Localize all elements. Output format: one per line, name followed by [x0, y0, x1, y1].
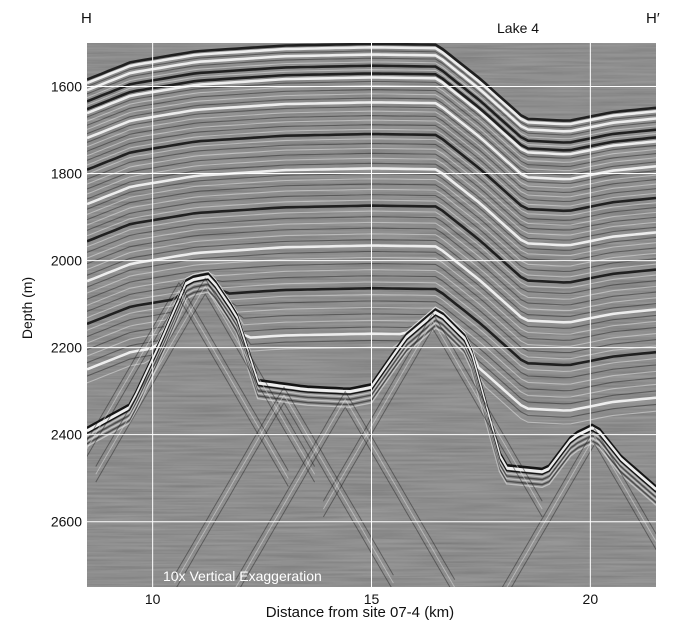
y-tick-label: 2200 — [51, 340, 82, 356]
y-tick-label: 2400 — [51, 427, 82, 443]
diffraction-hyperbola — [501, 427, 656, 587]
x-tick-label: 10 — [145, 591, 161, 607]
x-tick-label: 15 — [364, 591, 380, 607]
x-axis-label: Distance from site 07-4 (km) — [265, 604, 455, 621]
diffraction-hyperbola — [87, 289, 289, 479]
lake-annotation: Lake 4 — [497, 20, 540, 36]
diffraction-hyperbola — [240, 406, 451, 587]
diffraction-hyperbola — [95, 277, 316, 467]
y-tick-label: 2600 — [51, 514, 82, 530]
diffraction-hyperbola — [322, 312, 543, 502]
diffraction-hyperbola — [322, 327, 543, 518]
diffraction-hyperbola — [174, 386, 394, 576]
diffraction-hyperbola — [506, 435, 656, 587]
y-tick-label: 2000 — [51, 253, 82, 269]
diffraction-hyperbola — [95, 285, 316, 475]
y-tick-label: 1800 — [51, 166, 82, 182]
tick-labels: 10 15 20 1600 1800 2000 2200 2400 2600 — [51, 79, 598, 607]
diffraction-hyperbola — [174, 394, 394, 584]
diffraction-hyperbola — [176, 401, 392, 587]
vertical-exaggeration-note: 10x Vertical Exaggeration — [163, 568, 322, 584]
section-start-label: H — [81, 10, 92, 27]
section-end-label: H′ — [646, 10, 660, 27]
diffraction-hyperbola — [322, 320, 543, 510]
diffraction-hyperbola — [87, 281, 289, 472]
x-tick-label: 20 — [583, 591, 599, 607]
grid-layer — [87, 43, 656, 587]
diffraction-hyperbola — [235, 390, 456, 580]
diffraction-hyperbola — [87, 297, 289, 487]
diffraction-hyperbola — [511, 443, 656, 587]
diffraction-hyperbola — [235, 398, 456, 587]
y-tick-label: 1600 — [51, 79, 82, 95]
diffraction-hyperbola — [95, 293, 316, 483]
